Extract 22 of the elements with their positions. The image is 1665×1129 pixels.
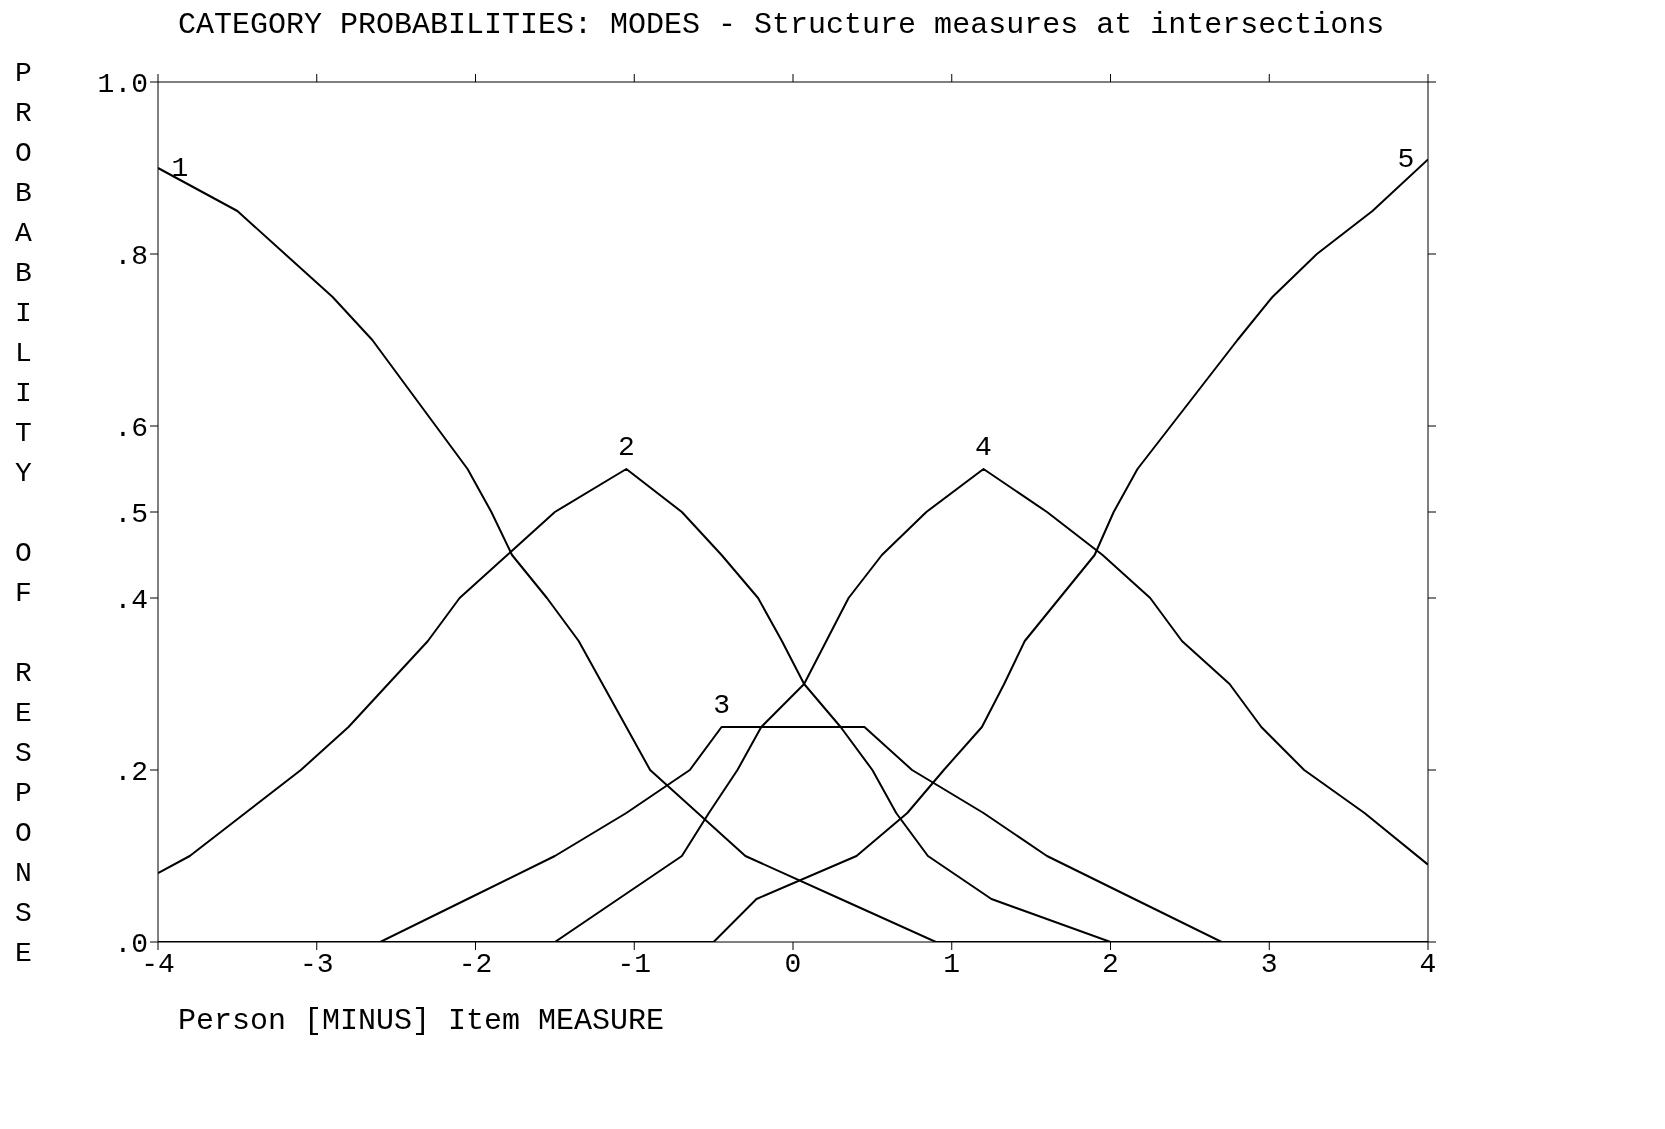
y-tick-label: .5 [114,498,148,530]
x-tick-label: 1 [943,948,961,980]
x-tick-label: 0 [784,948,802,980]
series-label: 2 [617,431,635,463]
chart-title: CATEGORY PROBABILITIES: MODES - Structure measures at intersections [178,8,1386,44]
y-axis-title: PROBABILITY OF RESPONSE [8,57,40,980]
y-tick-label: .4 [114,584,148,616]
series-label: 1 [171,152,189,184]
x-tick-label: -2 [458,948,493,980]
y-tick-label: .6 [114,412,148,444]
x-tick-label: -3 [299,948,334,980]
x-axis-title: Person [MINUS] Item MEASURE [178,1004,666,1038]
x-tick-label: 2 [1102,948,1119,980]
y-tick-label: .2 [114,756,148,788]
y-tick-label: .8 [114,240,148,272]
x-tick-label: 4 [1419,948,1437,980]
series-label: 5 [1397,143,1415,175]
x-tick-label: -1 [617,948,652,980]
y-tick-label: 1.0 [97,68,148,100]
series-label: 4 [975,431,992,463]
x-tick-label: 3 [1260,948,1278,980]
series-label: 3 [713,689,730,721]
